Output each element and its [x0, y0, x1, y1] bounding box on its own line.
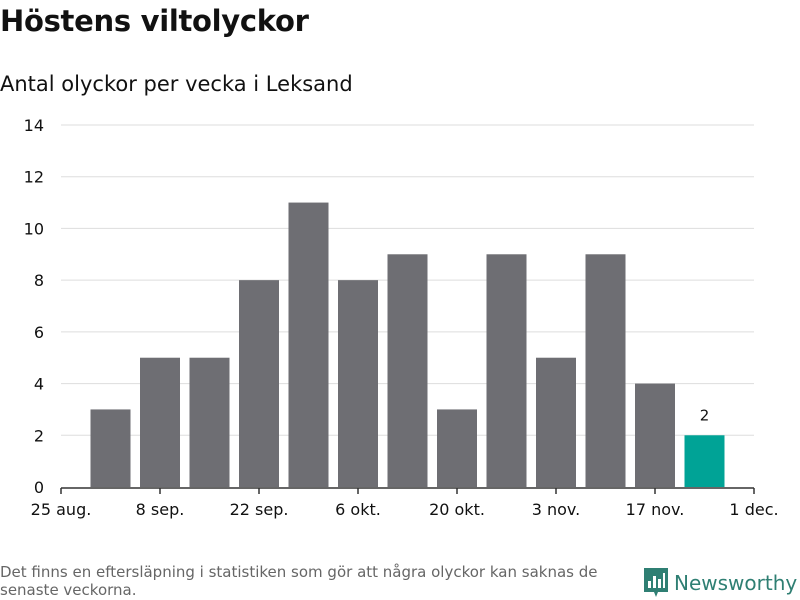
- y-tick-label: 12: [24, 168, 44, 187]
- bar-chart: 0 2 4 6 8 10 12 14 2 25 aug. 8 sep. 22 sep. 6 okt. 20…: [24, 116, 779, 519]
- y-tick-label: 0: [34, 478, 44, 497]
- bar: [90, 409, 131, 487]
- bar: [585, 254, 626, 487]
- newsworthy-logo-icon: [644, 568, 668, 597]
- y-tick-label: 2: [34, 426, 44, 445]
- bar: [387, 254, 428, 487]
- bar: [338, 280, 378, 487]
- chart-subtitle: Antal olyckor per vecka i Leksand: [0, 72, 353, 96]
- bar: [437, 409, 477, 487]
- bar: [288, 202, 329, 488]
- chart-title: Höstens viltolyckor: [0, 4, 309, 38]
- bar: [536, 357, 576, 487]
- x-tick-label: 1 dec.: [729, 500, 778, 519]
- brand-name: Newsworthy: [674, 571, 798, 595]
- y-tick-label: 8: [34, 271, 44, 290]
- data-label: 2: [700, 406, 710, 424]
- y-tick-label: 6: [34, 323, 44, 342]
- x-tick-label: 20 okt.: [429, 500, 485, 519]
- y-tick-label: 4: [34, 375, 44, 394]
- brand[interactable]: Newsworthy: [644, 568, 797, 598]
- bar: [140, 357, 180, 487]
- bar: [486, 254, 527, 487]
- bar: [239, 280, 279, 487]
- x-tick-label: 8 sep.: [136, 500, 185, 519]
- x-tick-label: 25 aug.: [31, 500, 92, 519]
- footnote: Det finns en eftersläpning i statistiken…: [0, 563, 598, 599]
- x-tick-label: 3 nov.: [532, 500, 581, 519]
- bar: [684, 435, 725, 487]
- bar: [635, 383, 675, 487]
- x-tick-label: 17 nov.: [626, 500, 685, 519]
- y-tick-label: 10: [24, 219, 44, 238]
- bar: [189, 357, 230, 487]
- x-tick-label: 22 sep.: [230, 500, 289, 519]
- x-tick-label: 6 okt.: [335, 500, 381, 519]
- y-tick-label: 14: [24, 116, 44, 135]
